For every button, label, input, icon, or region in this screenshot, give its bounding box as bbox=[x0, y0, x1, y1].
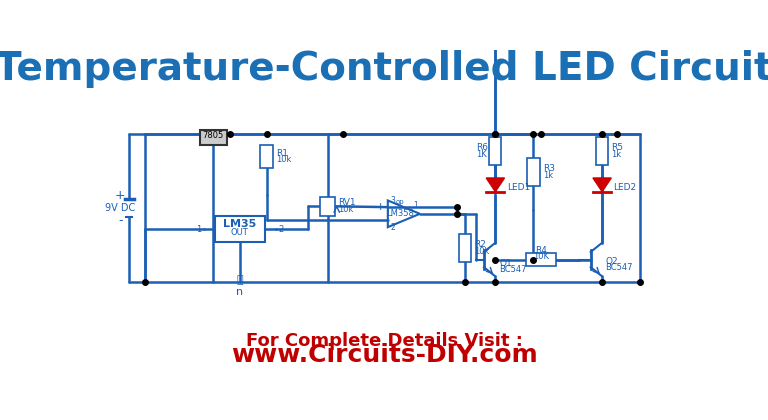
Bar bbox=[596, 137, 608, 165]
Bar bbox=[489, 137, 502, 165]
Bar bbox=[320, 197, 335, 216]
Text: OUT: OUT bbox=[231, 228, 249, 237]
Text: Temperature-Controlled LED Circuit: Temperature-Controlled LED Circuit bbox=[0, 50, 768, 88]
Text: LM358: LM358 bbox=[386, 209, 414, 218]
Text: op: op bbox=[396, 199, 404, 205]
Text: 3: 3 bbox=[390, 196, 395, 205]
Text: 7805: 7805 bbox=[203, 131, 223, 140]
Bar bbox=[200, 130, 227, 145]
Polygon shape bbox=[593, 178, 611, 192]
Text: -: - bbox=[118, 214, 122, 227]
Text: ⏚: ⏚ bbox=[237, 275, 243, 285]
Text: n: n bbox=[237, 286, 243, 297]
Text: +: + bbox=[376, 202, 386, 212]
Text: R6: R6 bbox=[476, 142, 488, 152]
Text: Q2: Q2 bbox=[605, 257, 617, 265]
Bar bbox=[458, 234, 471, 262]
Polygon shape bbox=[486, 178, 505, 192]
Text: 10k: 10k bbox=[276, 155, 291, 164]
Text: 1k: 1k bbox=[543, 171, 553, 180]
Text: +: + bbox=[115, 189, 125, 202]
Bar bbox=[526, 253, 556, 266]
Text: LED2: LED2 bbox=[614, 183, 637, 192]
Text: 1k: 1k bbox=[611, 150, 621, 159]
Text: For Complete Details Visit :: For Complete Details Visit : bbox=[246, 332, 522, 350]
Text: 10k: 10k bbox=[474, 247, 489, 257]
Text: R5: R5 bbox=[611, 142, 624, 152]
Bar bbox=[260, 145, 273, 168]
Bar bbox=[528, 158, 540, 186]
Text: BC547: BC547 bbox=[499, 265, 527, 274]
Text: 10k: 10k bbox=[338, 205, 353, 214]
Text: 2: 2 bbox=[390, 223, 395, 232]
Text: R3: R3 bbox=[543, 163, 554, 173]
Text: BC547: BC547 bbox=[605, 262, 633, 272]
Text: www.Circuits-DIY.com: www.Circuits-DIY.com bbox=[230, 343, 538, 367]
Text: 9V DC: 9V DC bbox=[105, 203, 135, 213]
Text: -: - bbox=[382, 215, 386, 226]
Text: RV1: RV1 bbox=[338, 198, 356, 207]
Text: R1: R1 bbox=[276, 149, 288, 158]
Text: LM35: LM35 bbox=[223, 219, 257, 229]
Text: 10K: 10K bbox=[533, 252, 549, 261]
Text: 1: 1 bbox=[413, 201, 418, 210]
Text: 2: 2 bbox=[278, 225, 283, 234]
Text: LED1: LED1 bbox=[507, 183, 530, 192]
Text: 1K: 1K bbox=[476, 150, 487, 159]
Text: Q1: Q1 bbox=[499, 259, 512, 268]
Text: R4: R4 bbox=[535, 246, 547, 255]
Text: R2: R2 bbox=[474, 240, 486, 249]
Bar bbox=[215, 216, 265, 242]
Text: 1: 1 bbox=[196, 225, 201, 234]
